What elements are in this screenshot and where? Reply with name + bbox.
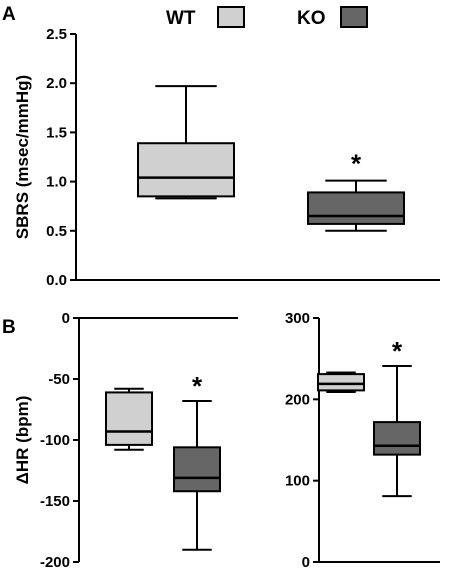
y-tick-label: 0 bbox=[302, 554, 310, 570]
y-tick-label: -100 bbox=[40, 432, 70, 449]
y-tick-label: -150 bbox=[40, 493, 70, 510]
legend: WT KO bbox=[166, 6, 368, 29]
y-axis-label: SBRS (msec/mmHg) bbox=[13, 75, 32, 239]
significance-marker: * bbox=[192, 371, 203, 401]
box-iqr bbox=[173, 446, 221, 493]
y-tick-label: 1.5 bbox=[46, 124, 67, 141]
box-ko bbox=[373, 364, 421, 498]
significance-marker: * bbox=[351, 149, 362, 179]
legend-swatch-wt bbox=[217, 6, 245, 28]
box-iqr bbox=[307, 191, 405, 225]
y-tick-label: 200 bbox=[285, 391, 310, 408]
box-ko bbox=[173, 399, 221, 551]
box-iqr bbox=[373, 421, 421, 456]
y-axis-label: ΔHR (bpm) bbox=[13, 396, 32, 485]
box-iqr bbox=[317, 373, 365, 392]
box-wt bbox=[137, 85, 235, 200]
panel-letter-a: A bbox=[2, 4, 16, 25]
y-tick-label: 100 bbox=[285, 473, 310, 490]
chart-delta-hr-left: -200 -150 -100 -50 0 ΔHR (bpm) * bbox=[13, 310, 238, 570]
box-wt bbox=[105, 387, 153, 451]
y-tick-label: 300 bbox=[285, 310, 310, 327]
y-tick-label: 2.5 bbox=[46, 26, 67, 43]
box-iqr bbox=[105, 391, 153, 446]
y-tick-label: -50 bbox=[48, 371, 70, 388]
y-tick-label: 0 bbox=[62, 310, 70, 327]
legend-swatch-ko bbox=[340, 6, 368, 28]
significance-marker: * bbox=[392, 336, 403, 366]
box-ko bbox=[307, 179, 405, 232]
y-tick-label: 0.5 bbox=[46, 223, 67, 240]
y-tick-label: 0.0 bbox=[46, 272, 67, 289]
panel-letter-b: B bbox=[2, 317, 16, 338]
box-iqr bbox=[137, 142, 235, 198]
legend-label-ko: KO bbox=[297, 8, 326, 29]
y-tick-label: 1.0 bbox=[46, 174, 67, 191]
box-wt bbox=[317, 371, 365, 394]
legend-label-wt: WT bbox=[166, 8, 196, 29]
chart-delta-hr-right: 0 100 200 300 * bbox=[285, 310, 440, 570]
y-tick-label: 2.0 bbox=[46, 75, 67, 92]
y-tick-label: -200 bbox=[40, 554, 70, 570]
chart-sbrs: 0.0 0.5 1.0 1.5 2.0 2.5 SBRS (msec/mmHg) * bbox=[13, 26, 440, 289]
